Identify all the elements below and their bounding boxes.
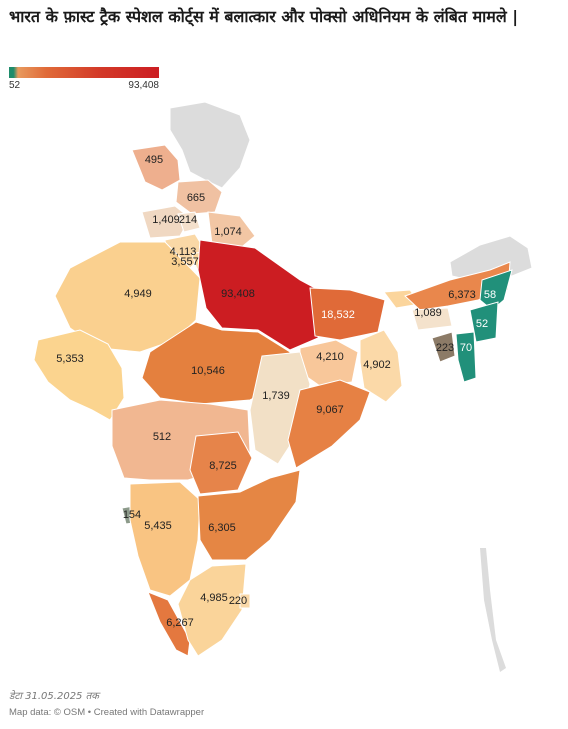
region-puducherry (239, 593, 251, 609)
region-value-label: 1,089 (414, 307, 442, 319)
region-karnataka (129, 481, 201, 597)
region-gujarat (33, 329, 125, 421)
region-telangana (189, 431, 253, 495)
region-kerala (147, 591, 191, 657)
region-value-label: 223 (436, 342, 454, 354)
region-value-label: 9,067 (316, 404, 344, 416)
region-value-label: 214 (179, 214, 197, 226)
legend-max-label: 93,408 (128, 80, 159, 91)
region-value-label: 154 (123, 509, 141, 521)
region-value-label: 58 (484, 289, 496, 301)
region-value-label: 665 (187, 192, 205, 204)
region-value-label: 6,305 (208, 522, 236, 534)
region-value-label: 93,408 (221, 288, 255, 300)
region-value-label: 4,985 (200, 592, 228, 604)
region-value-label: 4,902 (363, 359, 391, 371)
legend-labels: 52 93,408 (9, 80, 159, 94)
region-jk (131, 144, 181, 191)
color-legend: 52 93,408 (9, 67, 159, 94)
region-value-label: 495 (145, 154, 163, 166)
map-title: भारत के फ़ास्ट ट्रैक स्पेशल कोर्ट्स में … (9, 7, 519, 26)
region-value-label: 8,725 (209, 460, 237, 472)
region-value-label: 10,546 (191, 365, 225, 377)
region-tamilnadu (177, 563, 247, 657)
data-date-note: डेटा 31.05.2025 तक (9, 691, 99, 702)
region-value-label: 70 (460, 342, 472, 354)
region-andaman (480, 548, 506, 672)
legend-min-label: 52 (9, 80, 21, 91)
region-value-label: 4,949 (124, 288, 152, 300)
region-odisha (287, 379, 371, 469)
region-value-label: 3,557 (171, 256, 199, 268)
region-value-label: 1,409 (152, 214, 180, 226)
region-value-label: 1,739 (262, 390, 290, 402)
credits-text: Map data: © OSM • Created with Datawrapp… (9, 707, 205, 718)
region-meghalaya (411, 307, 453, 331)
region-value-label: 220 (229, 595, 247, 607)
region-wb (359, 329, 403, 403)
region-value-label: 18,532 (321, 309, 355, 321)
region-value-label: 4,113 (170, 246, 197, 258)
region-value-label: 5,435 (144, 520, 172, 532)
region-value-label: 5,353 (56, 353, 84, 365)
region-value-label: 4,210 (316, 351, 344, 363)
region-up (197, 239, 331, 351)
region-tripura (431, 331, 456, 363)
region-hp (175, 179, 223, 215)
region-value-label: 512 (153, 431, 171, 443)
region-value-label: 1,074 (214, 226, 242, 238)
region-manipur (469, 301, 499, 343)
region-nodata-north (169, 101, 251, 189)
region-value-label: 52 (476, 318, 488, 330)
region-chandigarh (177, 211, 201, 233)
region-mizoram (455, 331, 477, 383)
region-uttarakhand (207, 211, 256, 251)
region-ap (197, 469, 301, 561)
region-value-label: 6,267 (166, 617, 194, 629)
legend-gradient-bar (9, 67, 159, 78)
region-value-label: 6,373 (448, 289, 476, 301)
